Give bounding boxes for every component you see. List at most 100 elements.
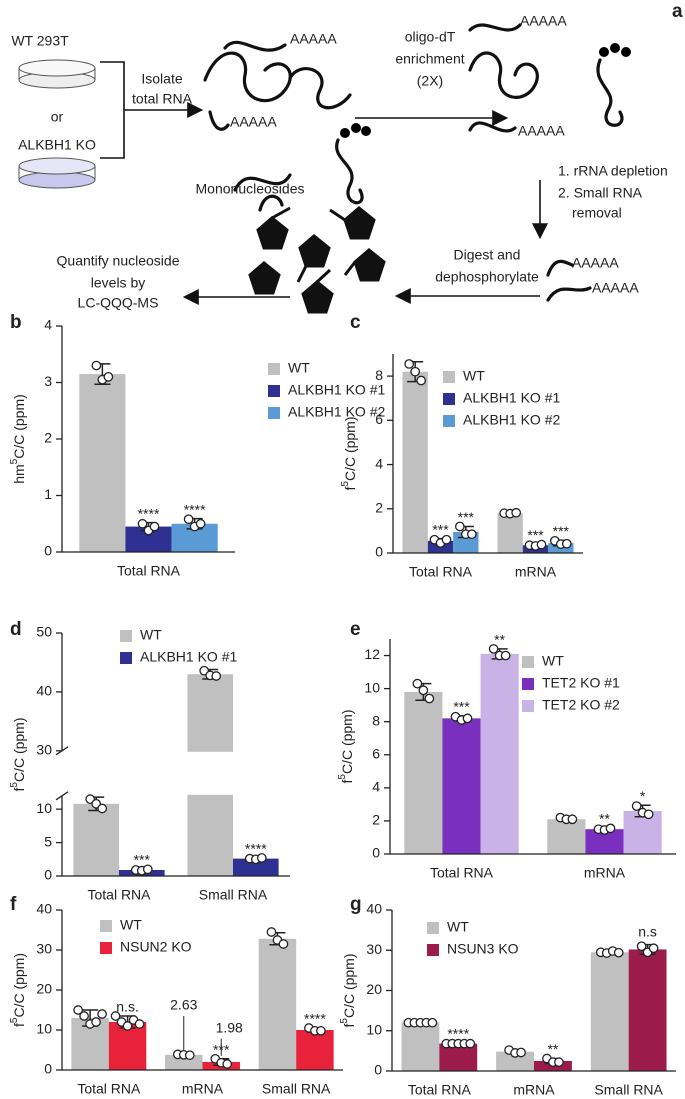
y-axis-label: f5C/C (ppm) [337, 709, 355, 783]
y-tick-label: 6 [372, 745, 380, 761]
significance-label: ** [494, 632, 505, 648]
data-point [404, 359, 415, 369]
y-tick-label: 8 [375, 367, 383, 383]
x-tick-label: Small RNA [262, 1081, 331, 1097]
data-point [631, 801, 642, 811]
data-point [643, 809, 654, 820]
x-tick-label: Total RNA [409, 564, 473, 580]
nucleoside-icons [248, 206, 386, 314]
data-point [256, 853, 267, 863]
y-tick-label: 10 [364, 679, 380, 695]
data-point [278, 939, 289, 949]
data-point [211, 671, 222, 681]
legend-label: TET2 KO #1 [542, 675, 620, 691]
y-axis-label-part: 5 [339, 1018, 350, 1024]
y-tick-label: 30 [36, 742, 52, 758]
data-point [511, 507, 522, 518]
data-point [183, 514, 194, 525]
data-point [79, 1011, 89, 1021]
data-point [97, 803, 108, 814]
step-label: Quantify nucleoside [57, 253, 180, 269]
legend-label: WT [447, 919, 469, 935]
bar [628, 949, 667, 1071]
bar [79, 374, 126, 552]
dish [18, 59, 96, 89]
significance-label: **** [138, 505, 160, 521]
legend-swatch [268, 363, 280, 375]
significance-label: **** [184, 501, 206, 517]
data-point [97, 1009, 107, 1019]
panel-label: a [672, 1, 683, 22]
y-tick-label: 2 [375, 499, 383, 515]
bar [480, 653, 519, 854]
data-point [465, 1038, 476, 1049]
bar [401, 1022, 440, 1071]
step-label: (2X) [417, 73, 443, 89]
bar [233, 858, 279, 876]
y-axis-label-part: 5 [9, 1017, 20, 1023]
data-point [454, 521, 465, 532]
data-point [184, 1050, 195, 1061]
y-axis-label-part: C/C (ppm) [11, 953, 27, 1018]
significance-label: ** [547, 1041, 558, 1057]
polya-label: AAAAA [572, 255, 619, 271]
y-tick-label: 20 [36, 981, 52, 997]
data-point [142, 864, 153, 875]
data-point [500, 650, 511, 661]
x-tick-label: Small RNA [594, 1082, 663, 1098]
significance-label: ** [599, 811, 610, 827]
significance-label: **** [304, 1011, 326, 1027]
significance-label: n.s [638, 923, 657, 939]
y-tick-label: 8 [372, 712, 380, 728]
polya-label: AAAAA [290, 31, 337, 47]
data-point [554, 1057, 564, 1067]
y-axis-label-part: C/C (ppm) [342, 416, 358, 481]
y-tick-label: 5 [44, 833, 52, 849]
significance-label: n.s. [116, 999, 139, 1015]
legend-swatch [427, 944, 439, 956]
y-axis-label-part: f [342, 487, 358, 491]
rna-squiggles [468, 23, 631, 133]
y-tick-label: 10 [366, 1021, 382, 1037]
polya-label: AAAAA [518, 123, 565, 139]
data-point [91, 360, 102, 371]
legend-label: NSUN2 KO [120, 939, 192, 955]
rna-squiggles [546, 259, 592, 302]
panel-label: f [10, 894, 17, 915]
polya-label: AAAAA [592, 280, 639, 296]
legend-label: ALKBH1 KO #2 [288, 404, 385, 420]
legend-swatch [100, 942, 112, 954]
y-axis-label: f5C/C (ppm) [339, 953, 357, 1027]
y-tick-label: 30 [36, 941, 52, 957]
data-point [648, 943, 659, 954]
bar [497, 513, 523, 553]
x-tick-label: Total RNA [430, 865, 494, 881]
legend-label: ALKBH1 KO #1 [288, 382, 385, 398]
y-tick-label: 0 [375, 544, 383, 560]
step-label: removal [572, 205, 622, 221]
y-tick-label: 30 [366, 941, 382, 957]
data-point [636, 941, 647, 952]
y-tick-label: 40 [36, 901, 52, 917]
y-tick-label: 10 [36, 1021, 52, 1037]
data-point [195, 518, 206, 529]
y-tick-label: 40 [366, 901, 382, 917]
x-tick-label: Total RNA [408, 1082, 472, 1098]
legend-label: WT [120, 917, 142, 933]
axis-break-gap [54, 751, 291, 795]
panel-label: c [350, 312, 361, 333]
legend-swatch [522, 700, 534, 712]
legend-label: WT [140, 627, 162, 643]
y-tick-label: 0 [44, 1061, 52, 1077]
panel-label: e [350, 619, 361, 640]
data-point [605, 823, 616, 834]
y-tick-label: 3 [44, 373, 52, 389]
legend-swatch [268, 407, 280, 419]
y-tick-label: 0 [44, 867, 52, 883]
bar [73, 803, 119, 876]
step-label: 1. rRNA depletion [558, 163, 668, 179]
y-tick-label: 4 [44, 317, 52, 333]
y-axis-label: f5C/C (ppm) [340, 416, 358, 490]
legend-label: NSUN3 KO [447, 941, 519, 957]
data-point [316, 1025, 326, 1036]
